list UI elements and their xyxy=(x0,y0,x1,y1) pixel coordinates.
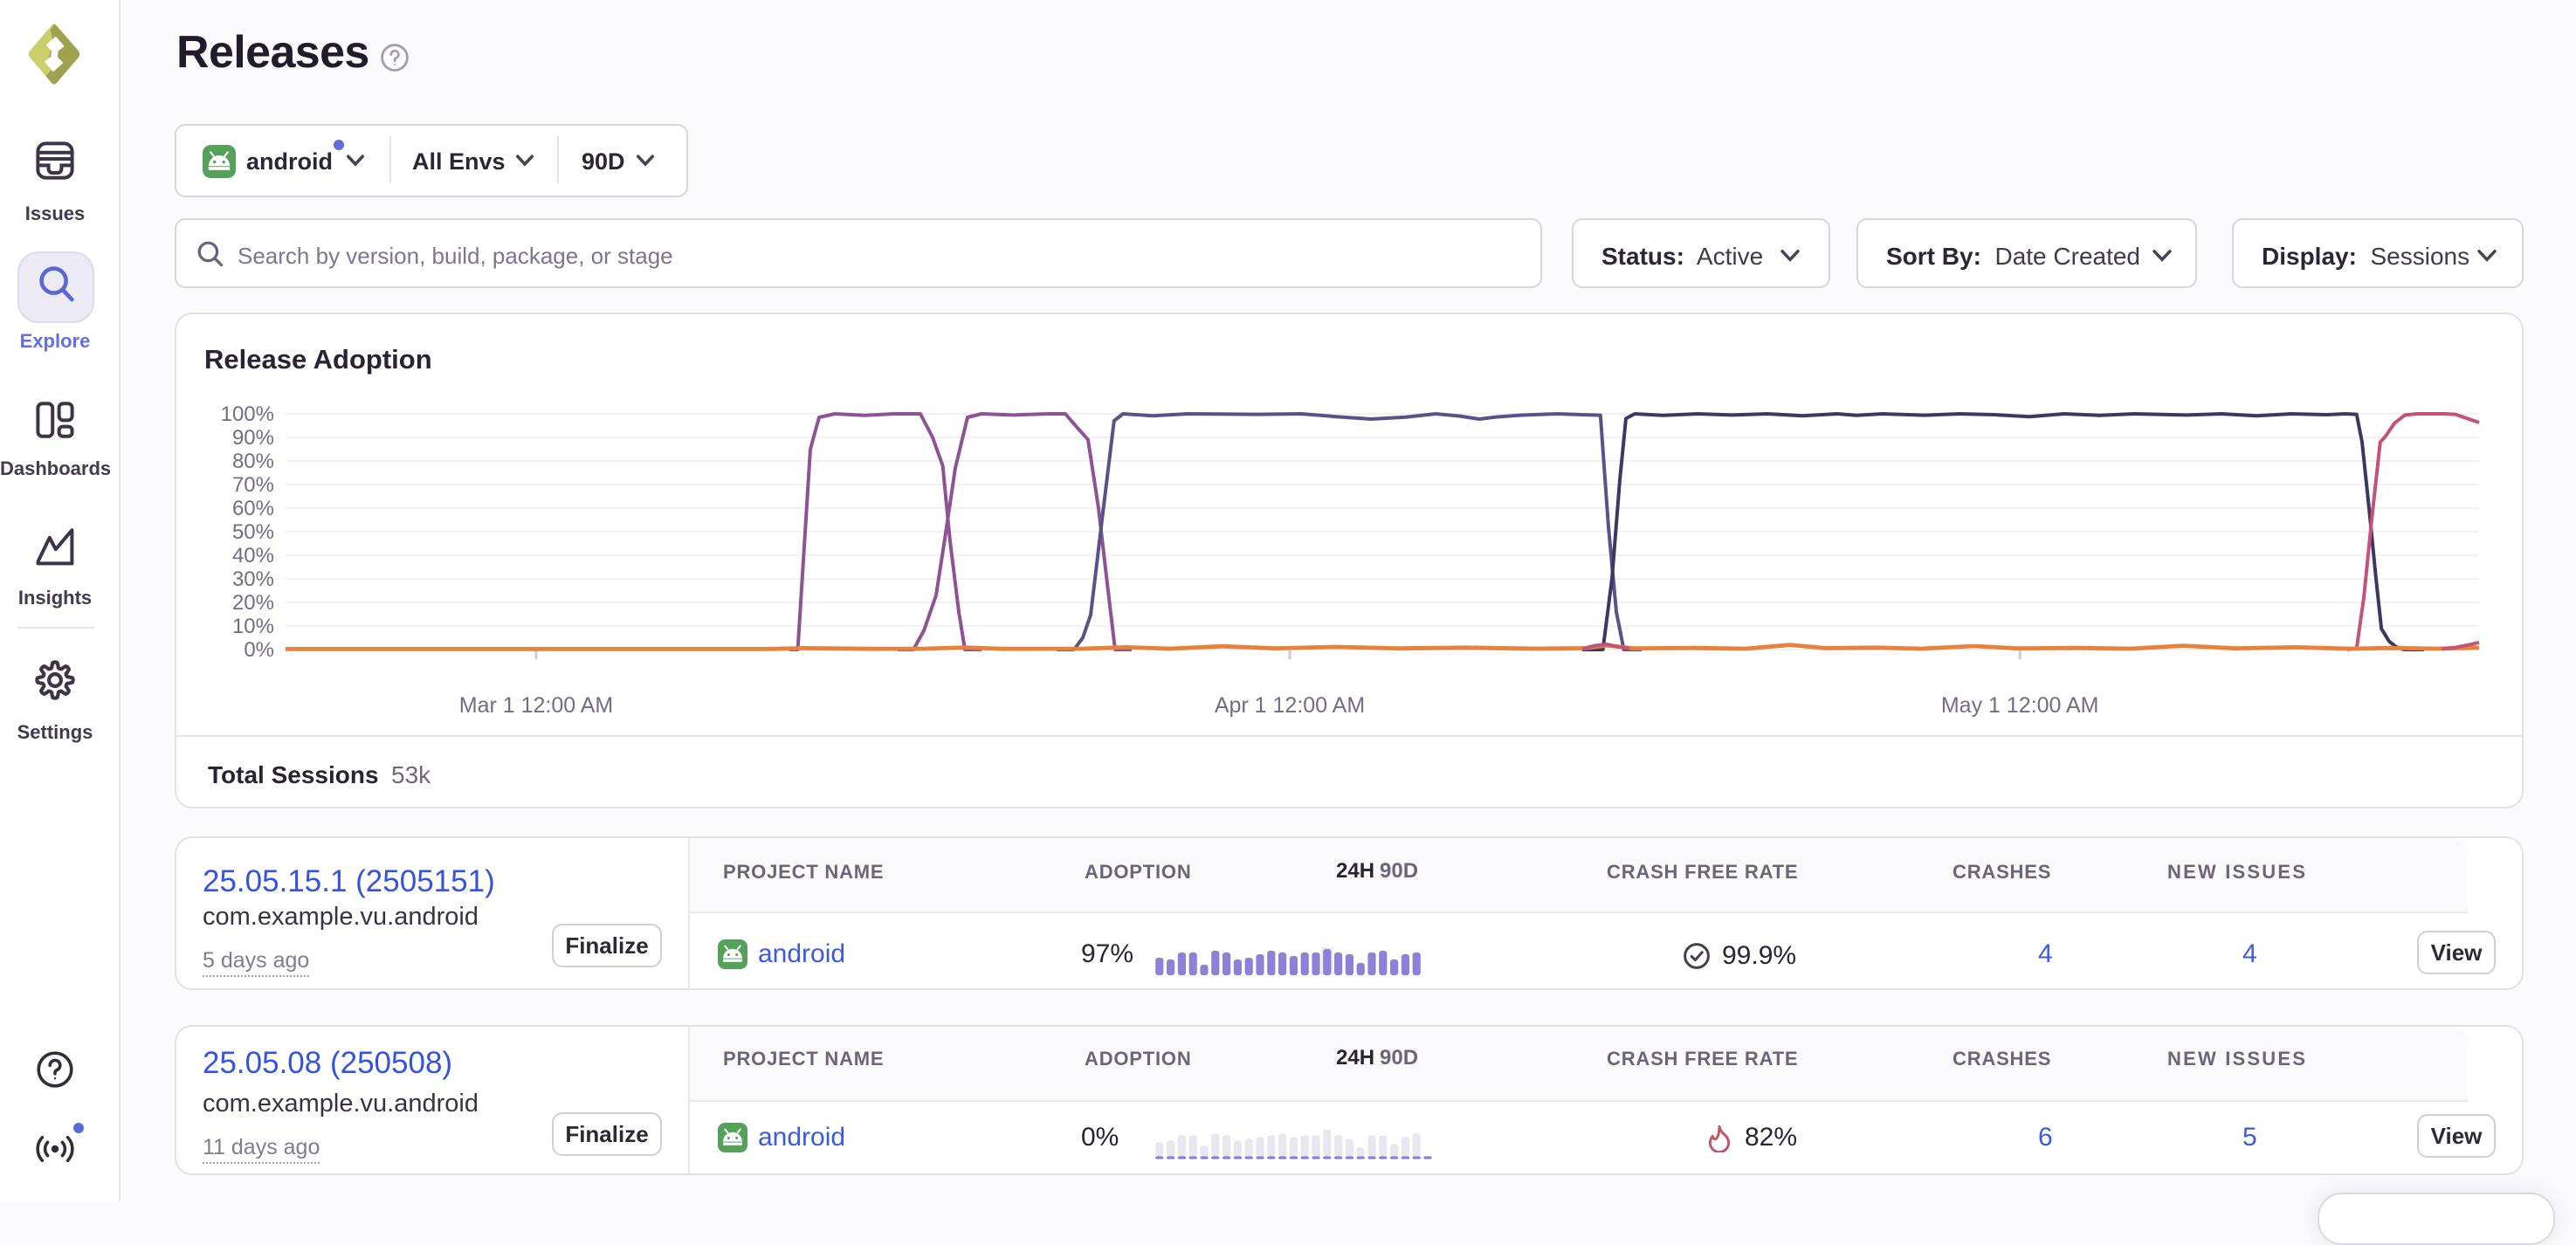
svg-text:Apr 1 12:00 AM: Apr 1 12:00 AM xyxy=(1215,693,1365,718)
svg-text:50%: 50% xyxy=(232,520,274,544)
svg-text:20%: 20% xyxy=(232,591,274,615)
svg-text:10%: 10% xyxy=(232,615,274,638)
svg-text:30%: 30% xyxy=(232,567,274,591)
svg-text:80%: 80% xyxy=(232,450,274,473)
svg-text:100%: 100% xyxy=(221,402,274,426)
svg-text:70%: 70% xyxy=(232,473,274,497)
svg-text:May 1 12:00 AM: May 1 12:00 AM xyxy=(1941,693,2099,718)
svg-text:40%: 40% xyxy=(232,544,274,567)
svg-text:Mar 1 12:00 AM: Mar 1 12:00 AM xyxy=(459,693,613,718)
svg-text:90%: 90% xyxy=(232,426,274,450)
svg-text:60%: 60% xyxy=(232,497,274,520)
svg-text:0%: 0% xyxy=(244,638,274,662)
